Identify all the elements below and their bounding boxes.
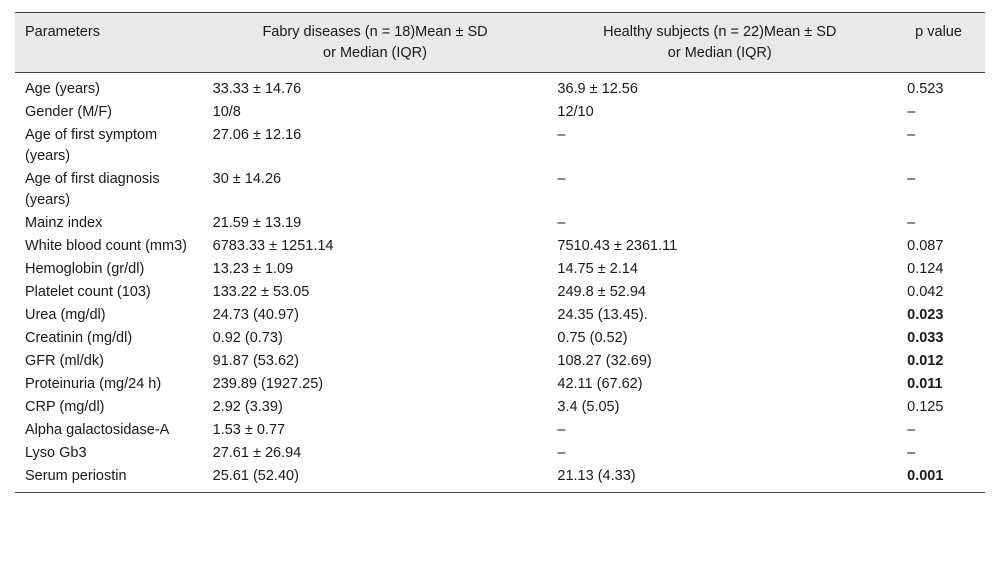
cell-parameter: White blood count (mm3) bbox=[25, 238, 187, 254]
table-row: Proteinuria (mg/24 h) 239.89 (1927.25) 4… bbox=[15, 373, 985, 396]
cell-healthy: – bbox=[557, 171, 566, 187]
table-row: Creatinin (mg/dl) 0.92 (0.73) 0.75 (0.52… bbox=[15, 327, 985, 350]
cell-p-value: 0.124 bbox=[907, 261, 944, 277]
cell-p-value: 0.523 bbox=[907, 81, 944, 97]
table-row: Serum periostin 25.61 (52.40) 21.13 (4.3… bbox=[15, 465, 985, 493]
table-row: Hemoglobin (gr/dl) 13.23 ± 1.09 14.75 ± … bbox=[15, 258, 985, 281]
cell-parameter: Creatinin (mg/dl) bbox=[25, 330, 133, 346]
cell-healthy: 36.9 ± 12.56 bbox=[557, 81, 638, 97]
data-table-container: Parameters Fabry diseases (n = 18)Mean ±… bbox=[15, 12, 985, 493]
cell-fabry: 30 ± 14.26 bbox=[212, 171, 282, 187]
cell-fabry: 10/8 bbox=[212, 104, 241, 120]
cell-fabry: 6783.33 ± 1251.14 bbox=[212, 238, 334, 254]
table-body: Age (years) 33.33 ± 14.76 36.9 ± 12.56 0… bbox=[15, 73, 985, 493]
table-row: Age (years) 33.33 ± 14.76 36.9 ± 12.56 0… bbox=[15, 73, 985, 102]
cell-parameter: CRP (mg/dl) bbox=[25, 399, 105, 415]
table-row: Age of first symptom (years) 27.06 ± 12.… bbox=[15, 124, 985, 168]
header-fabry-line1: Fabry diseases (n = 18)Mean ± SD bbox=[262, 24, 488, 40]
cell-parameter: Hemoglobin (gr/dl) bbox=[25, 261, 145, 277]
results-table: Parameters Fabry diseases (n = 18)Mean ±… bbox=[15, 12, 985, 493]
table-row: Alpha galactosidase-A 1.53 ± 0.77 – – bbox=[15, 419, 985, 442]
cell-p-value: – bbox=[907, 171, 916, 187]
table-row: White blood count (mm3) 6783.33 ± 1251.1… bbox=[15, 235, 985, 258]
cell-fabry: 21.59 ± 13.19 bbox=[212, 215, 302, 231]
cell-parameter: Age of first diagnosis (years) bbox=[25, 171, 160, 208]
table-row: Age of first diagnosis (years) 30 ± 14.2… bbox=[15, 168, 985, 212]
cell-p-value: 0.087 bbox=[907, 238, 944, 254]
cell-healthy: 108.27 (32.69) bbox=[557, 353, 652, 369]
cell-parameter: Urea (mg/dl) bbox=[25, 307, 106, 323]
cell-healthy: 21.13 (4.33) bbox=[557, 468, 636, 484]
cell-fabry: 91.87 (53.62) bbox=[212, 353, 299, 369]
cell-healthy: 42.11 (67.62) bbox=[557, 376, 643, 392]
cell-fabry: 27.06 ± 12.16 bbox=[212, 127, 302, 143]
table-row: Gender (M/F) 10/8 12/10 – bbox=[15, 101, 985, 124]
cell-p-value: 0.001 bbox=[907, 468, 944, 484]
cell-p-value: – bbox=[907, 127, 916, 143]
cell-p-value: 0.042 bbox=[907, 284, 944, 300]
table-row: Platelet count (103) 133.22 ± 53.05 249.… bbox=[15, 281, 985, 304]
header-parameters: Parameters bbox=[25, 24, 100, 40]
cell-p-value: – bbox=[907, 215, 916, 231]
cell-healthy: 12/10 bbox=[557, 104, 594, 120]
cell-healthy: – bbox=[557, 127, 566, 143]
header-fabry: Fabry diseases (n = 18)Mean ± SD or Medi… bbox=[203, 13, 548, 73]
header-healthy-line2: or Median (IQR) bbox=[667, 45, 772, 61]
cell-fabry: 13.23 ± 1.09 bbox=[212, 261, 294, 277]
cell-parameter: Lyso Gb3 bbox=[25, 445, 87, 461]
cell-healthy: – bbox=[557, 215, 566, 231]
cell-p-value: 0.033 bbox=[907, 330, 944, 346]
table-row: Urea (mg/dl) 24.73 (40.97) 24.35 (13.45)… bbox=[15, 304, 985, 327]
cell-parameter: Gender (M/F) bbox=[25, 104, 113, 120]
cell-parameter: Mainz index bbox=[25, 215, 103, 231]
cell-healthy: 249.8 ± 52.94 bbox=[557, 284, 646, 300]
header-row: Parameters Fabry diseases (n = 18)Mean ±… bbox=[15, 12, 985, 73]
cell-p-value: 0.125 bbox=[907, 399, 944, 415]
cell-healthy: 3.4 (5.05) bbox=[557, 399, 620, 415]
cell-healthy: 14.75 ± 2.14 bbox=[557, 261, 638, 277]
cell-p-value: 0.012 bbox=[907, 353, 944, 369]
cell-healthy: 0.75 (0.52) bbox=[557, 330, 628, 346]
table-header: Parameters Fabry diseases (n = 18)Mean ±… bbox=[15, 12, 985, 73]
table-row: Lyso Gb3 27.61 ± 26.94 – – bbox=[15, 442, 985, 465]
table-row: Mainz index 21.59 ± 13.19 – – bbox=[15, 212, 985, 235]
cell-parameter: Platelet count (103) bbox=[25, 284, 151, 300]
cell-fabry: 0.92 (0.73) bbox=[212, 330, 283, 346]
cell-p-value: 0.023 bbox=[907, 307, 944, 323]
cell-fabry: 1.53 ± 0.77 bbox=[212, 422, 286, 438]
header-fabry-line2: or Median (IQR) bbox=[323, 45, 427, 61]
cell-fabry: 27.61 ± 26.94 bbox=[212, 445, 302, 461]
header-healthy: Healthy subjects (n = 22)Mean ± SD or Me… bbox=[547, 13, 892, 73]
cell-parameter: Serum periostin bbox=[25, 468, 127, 484]
cell-p-value: – bbox=[907, 445, 916, 461]
cell-p-value: 0.011 bbox=[907, 376, 943, 392]
cell-p-value: – bbox=[907, 104, 916, 120]
cell-fabry: 239.89 (1927.25) bbox=[212, 376, 324, 392]
cell-fabry: 33.33 ± 14.76 bbox=[212, 81, 302, 97]
cell-fabry: 24.73 (40.97) bbox=[212, 307, 299, 323]
cell-parameter: Proteinuria (mg/24 h) bbox=[25, 376, 162, 392]
cell-healthy: 24.35 (13.45). bbox=[557, 307, 648, 323]
cell-fabry: 25.61 (52.40) bbox=[212, 468, 299, 484]
cell-parameter: Alpha galactosidase-A bbox=[25, 422, 170, 438]
cell-healthy: – bbox=[557, 422, 566, 438]
table-row: GFR (ml/dk) 91.87 (53.62) 108.27 (32.69)… bbox=[15, 350, 985, 373]
header-p-value: p value bbox=[915, 24, 962, 40]
cell-healthy: – bbox=[557, 445, 566, 461]
header-healthy-line1: Healthy subjects (n = 22)Mean ± SD bbox=[603, 24, 837, 40]
cell-parameter: GFR (ml/dk) bbox=[25, 353, 104, 369]
cell-fabry: 133.22 ± 53.05 bbox=[212, 284, 310, 300]
cell-parameter: Age of first symptom (years) bbox=[25, 127, 158, 164]
cell-p-value: – bbox=[907, 422, 916, 438]
table-row: CRP (mg/dl) 2.92 (3.39) 3.4 (5.05) 0.125 bbox=[15, 396, 985, 419]
cell-healthy: 7510.43 ± 2361.11 bbox=[557, 238, 678, 254]
cell-parameter: Age (years) bbox=[25, 81, 100, 97]
cell-fabry: 2.92 (3.39) bbox=[212, 399, 283, 415]
